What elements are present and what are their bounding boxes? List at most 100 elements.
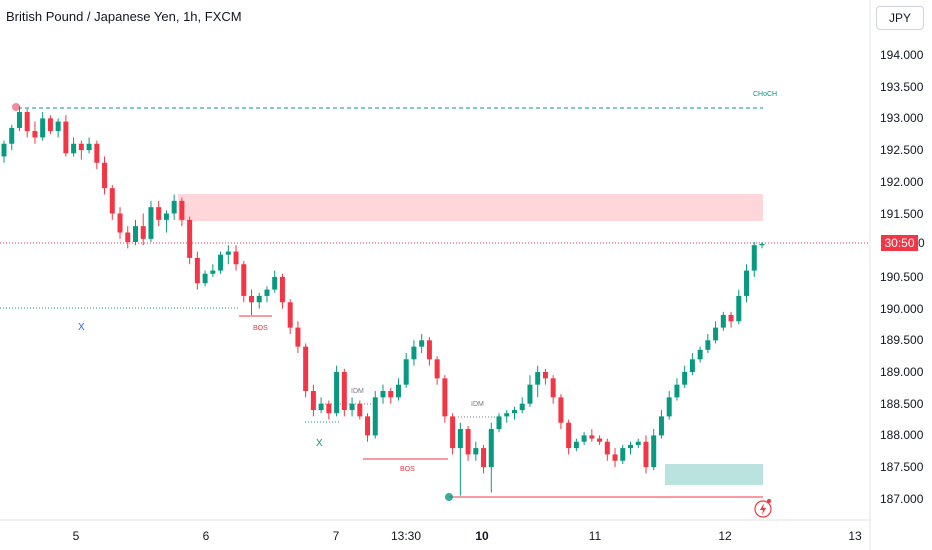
price-tag-tail: 0: [918, 236, 925, 250]
candle-bullish: [581, 435, 587, 442]
candle-bullish: [334, 372, 340, 414]
candle-bullish: [666, 397, 672, 417]
candle-bullish: [380, 391, 386, 398]
price-tick-label: 193.500: [880, 79, 924, 94]
candle-bullish: [55, 121, 61, 132]
candle-bullish: [40, 118, 46, 138]
candle-bearish: [303, 346, 309, 392]
candle-bullish: [535, 372, 541, 385]
time-tick-label: 12: [718, 529, 732, 543]
candle-bullish: [256, 295, 262, 303]
candle-bearish: [94, 143, 100, 163]
candle-bullish: [218, 254, 224, 271]
candle-bearish: [604, 441, 610, 455]
candle-bearish: [295, 327, 301, 347]
candle-bullish: [705, 340, 711, 350]
candle-bullish: [620, 448, 626, 461]
candle-bearish: [597, 438, 603, 442]
candle-bullish: [689, 359, 695, 372]
candle-bearish: [140, 226, 146, 239]
candle-bullish: [71, 143, 77, 154]
currency-button[interactable]: JPY: [876, 6, 924, 30]
time-tick-label: 10: [475, 529, 489, 543]
candle-bullish: [511, 410, 517, 414]
candle-bullish: [697, 349, 703, 360]
candle-bearish: [194, 257, 200, 284]
candle-bullish: [202, 273, 208, 284]
bos-label-1: BOS: [253, 325, 268, 332]
candle-bearish: [241, 264, 247, 296]
candle-bullish: [736, 295, 742, 322]
price-tick-label: 192.500: [880, 143, 924, 158]
time-tick-label: 6: [202, 529, 210, 543]
demand-zone: [665, 464, 763, 485]
candle-bearish: [434, 359, 440, 379]
candle-bullish: [504, 413, 510, 417]
price-tick-label: 191.500: [880, 206, 924, 221]
price-tick-label: 193.000: [880, 111, 924, 126]
candle-bearish: [388, 391, 394, 398]
low-marker: [445, 493, 453, 501]
candle-bullish: [16, 112, 22, 128]
candle-bearish: [47, 118, 53, 132]
candle-bearish: [32, 131, 38, 138]
candle-bearish: [450, 416, 456, 449]
candle-bearish: [233, 251, 239, 265]
candle-bullish: [759, 243, 765, 246]
candle-bullish: [457, 429, 463, 449]
time-tick-label: 13: [848, 529, 862, 543]
time-tick-label: 7: [332, 529, 340, 543]
countdown-price-tag: 30:50: [881, 235, 918, 251]
candle-bullish: [9, 127, 15, 144]
candle-bearish: [550, 378, 556, 398]
candle-bullish: [403, 359, 409, 385]
chart-title: British Pound / Japanese Yen, 1h, FXCM: [6, 9, 242, 24]
x-marker-1: X: [78, 322, 85, 333]
candle-bullish: [519, 403, 525, 411]
candle-bullish: [210, 270, 216, 274]
candle-bullish: [651, 435, 657, 468]
price-tick-label: 188.500: [880, 396, 924, 411]
candle-bearish: [326, 403, 332, 414]
candle-bearish: [643, 441, 649, 468]
candle-bullish: [163, 213, 169, 220]
candle-bearish: [589, 435, 595, 439]
candle-bullish: [318, 403, 324, 411]
candle-bearish: [310, 391, 316, 411]
time-tick-label: 11: [588, 529, 602, 543]
candle-bullish: [573, 441, 579, 449]
x-marker-2: X: [316, 438, 323, 449]
candle-bullish: [744, 270, 750, 296]
candle-bullish: [628, 444, 634, 449]
candle-bullish: [682, 372, 688, 385]
candle-bearish: [63, 121, 69, 154]
idm-label-2: IDM: [471, 401, 484, 408]
candle-bearish: [481, 448, 487, 468]
price-tick-label: 189.500: [880, 333, 924, 348]
candle-bearish: [179, 200, 185, 220]
candle-bearish: [78, 143, 84, 151]
price-tick-label: 189.000: [880, 365, 924, 379]
lightning-alert-icon[interactable]: [754, 499, 772, 518]
candle-bullish: [674, 384, 680, 398]
candle-bullish: [751, 245, 757, 271]
candle-bearish: [279, 276, 285, 303]
candle-bullish: [488, 429, 494, 468]
candle-bearish: [341, 372, 347, 411]
price-tick-label: 190.500: [880, 269, 924, 284]
candle-bullish: [349, 403, 355, 411]
candle-bearish: [117, 213, 123, 233]
price-tick-label: 190.000: [880, 301, 924, 316]
candle-bullish: [148, 207, 154, 239]
candle-bullish: [86, 143, 92, 151]
candle-bearish: [187, 219, 193, 258]
price-tick-label: 194.000: [880, 48, 924, 62]
candle-bearish: [365, 416, 371, 436]
candle-bearish: [566, 422, 572, 449]
candle-bullish: [395, 384, 401, 398]
high-marker: [12, 103, 20, 111]
candle-bearish: [558, 397, 564, 423]
candle-bearish: [287, 302, 293, 328]
candle-bullish: [272, 276, 278, 290]
